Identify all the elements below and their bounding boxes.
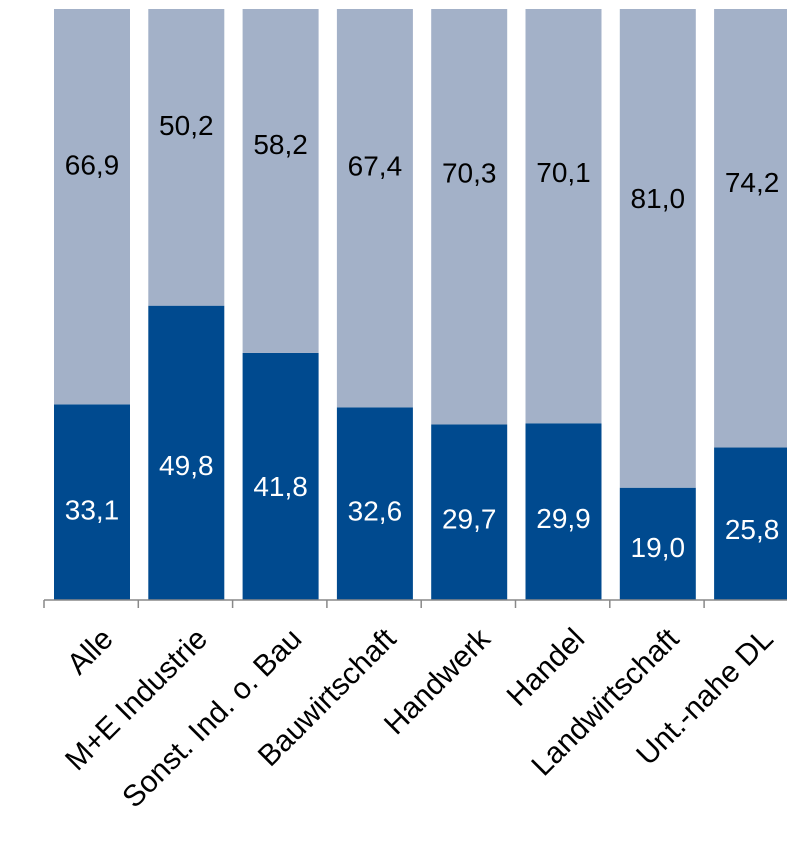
value-label-0-5: 29,9	[536, 503, 591, 534]
value-label-1-4: 70,3	[442, 158, 497, 189]
bar-segment-0-4	[431, 424, 508, 600]
bar-segment-0-3	[336, 407, 413, 600]
bar-segment-0-0	[54, 404, 130, 600]
category-label: Handel	[501, 622, 592, 713]
bar-segment-1-3	[336, 9, 413, 408]
value-label-1-5: 70,1	[536, 157, 591, 188]
value-label-0-2: 41,8	[253, 471, 308, 502]
value-label-0-6: 19,0	[631, 532, 686, 563]
bar-segment-1-6	[619, 9, 696, 488]
bar-segment-1-0	[54, 9, 130, 405]
value-label-0-1: 49,8	[159, 450, 214, 481]
value-label-1-0: 66,9	[65, 150, 120, 181]
bar-segment-1-7	[714, 9, 787, 448]
bar-segment-0-6	[619, 487, 696, 600]
value-label-0-7: 25,8	[725, 514, 780, 545]
bar-segment-1-2	[242, 9, 319, 353]
bar-segment-1-4	[431, 9, 508, 425]
value-label-0-3: 32,6	[348, 496, 403, 527]
bar-segment-0-2	[242, 352, 319, 600]
value-label-1-3: 67,4	[348, 151, 403, 182]
value-label-1-2: 58,2	[253, 129, 308, 160]
value-label-1-6: 81,0	[631, 183, 686, 214]
value-label-0-0: 33,1	[65, 494, 120, 525]
category-label: Alle	[61, 622, 120, 681]
value-label-0-4: 29,7	[442, 503, 497, 534]
bar-segment-1-1	[148, 9, 225, 306]
bar-segment-0-1	[148, 305, 225, 600]
bar-segment-0-7	[714, 447, 787, 600]
value-label-1-7: 74,2	[725, 167, 780, 198]
category-label: Sonst. Ind. o. Bau	[116, 622, 308, 814]
x-axis	[43, 599, 787, 608]
value-label-1-1: 50,2	[159, 110, 214, 141]
bar-segment-0-5	[525, 423, 602, 600]
bar-segment-1-5	[525, 9, 602, 424]
bars-layer: 33,1 66,9 49,8 50,2 41,8 58,2 32,6 67,4 29,7 70,3…	[54, 9, 787, 600]
